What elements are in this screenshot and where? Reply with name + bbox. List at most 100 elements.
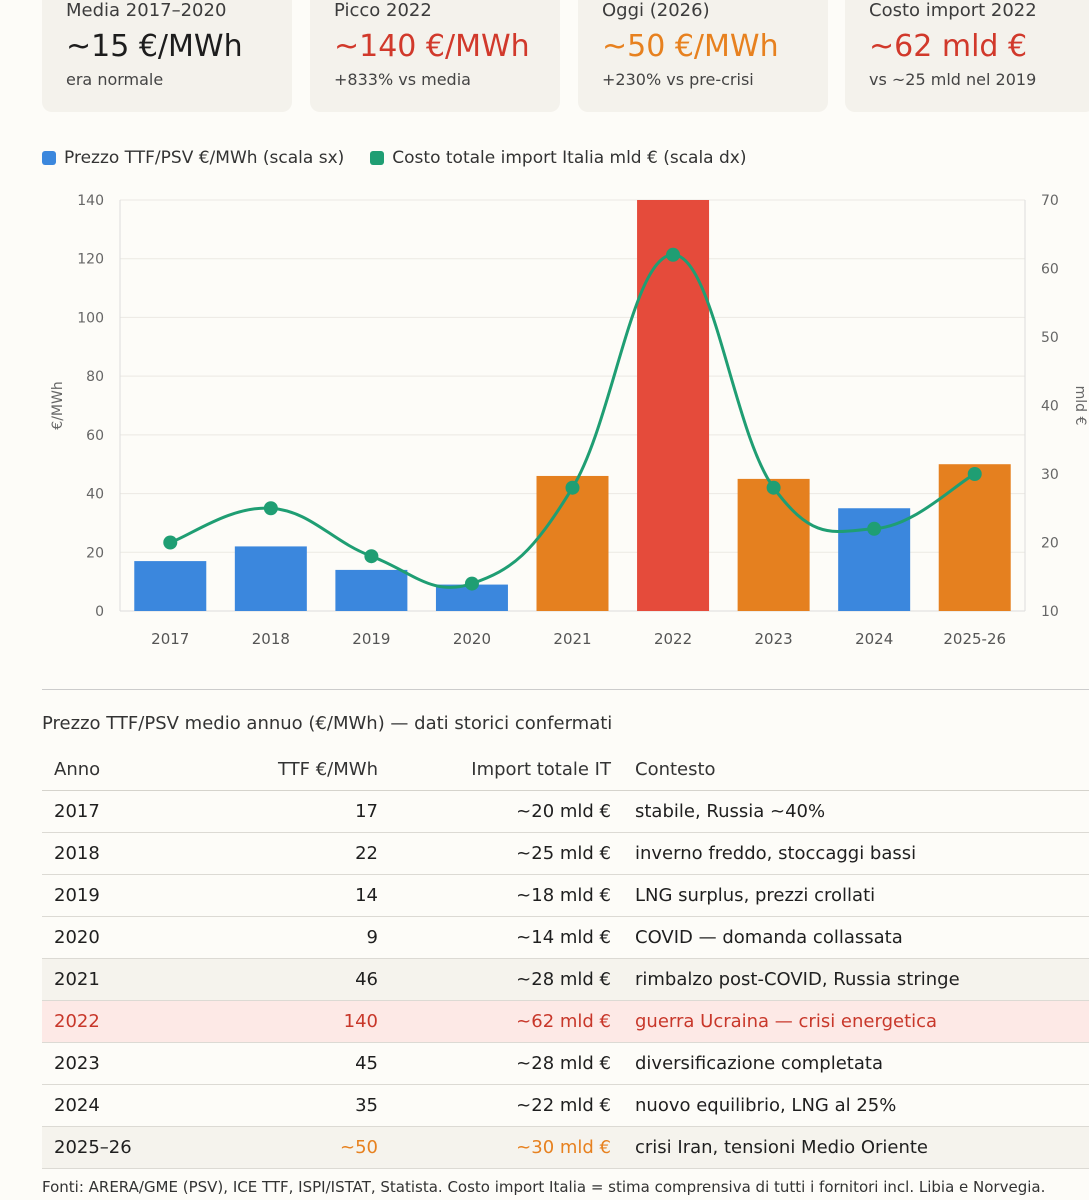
cell-import: ~14 mld € [390, 916, 623, 959]
cell-contesto: inverno freddo, stoccaggi bassi [623, 832, 1089, 875]
section-divider [42, 689, 1089, 690]
legend-item-ttf[interactable]: Prezzo TTF/PSV €/MWh (scala sx) [42, 148, 344, 168]
y-tick-label: 60 [86, 428, 104, 444]
combo-chart: 0 20 40 60 80 100 120 140 10 20 30 40 50 60 70 €/MWh mld… [50, 193, 1088, 648]
kpi-label: Media 2017–2020 [66, 0, 227, 21]
import-point-2025-26 [967, 467, 982, 481]
cell-ttf: 140 [216, 1000, 390, 1043]
table-row: 2018 22 ~25 mld € inverno freddo, stoccaggi… [42, 832, 1089, 875]
bar-2023 [737, 478, 810, 611]
y2-tick-label: 50 [1041, 330, 1059, 346]
cell-contesto: COVID — domanda collassata [623, 916, 1089, 959]
cell-contesto: crisi Iran, tensioni Medio Oriente [623, 1126, 1089, 1169]
y2-tick-label: 20 [1041, 536, 1059, 552]
table-row: 2023 45 ~28 mld € diversificazione completa… [42, 1042, 1089, 1085]
legend-swatch-ttf [42, 151, 56, 165]
y-tick-label: 120 [77, 252, 104, 268]
cell-import: ~20 mld € [390, 790, 623, 833]
y2-tick-label: 30 [1041, 467, 1059, 483]
kpi-sub: vs ~25 mld nel 2019 [869, 70, 1037, 89]
cell-anno: 2018 [42, 832, 216, 875]
x-tick-label: 2023 [755, 630, 793, 648]
cell-anno: 2019 [42, 874, 216, 917]
table-title: Prezzo TTF/PSV medio annuo (€/MWh) — dat… [42, 713, 613, 734]
y-tick-label: 20 [86, 545, 104, 561]
bar-2018 [234, 546, 307, 611]
y2-axis-title: mld € [1072, 386, 1088, 426]
x-tick-label: 2020 [453, 630, 491, 648]
col-header-ttf: TTF €/MWh [216, 748, 390, 791]
import-point-2017 [163, 535, 178, 550]
kpi-card-costo-import: Costo import 2022 ~62 mld € vs ~25 mld n… [845, 0, 1089, 112]
cell-contesto: LNG surplus, prezzi crollati [623, 874, 1089, 917]
kpi-label: Oggi (2026) [602, 0, 710, 21]
cell-ttf: 9 [216, 916, 390, 959]
cell-ttf: ~50 [216, 1126, 390, 1169]
import-point-2023 [766, 480, 781, 495]
price-table: Anno TTF €/MWh Import totale IT Contesto… [42, 748, 1089, 1169]
cell-ttf: 35 [216, 1084, 390, 1127]
cell-anno: 2020 [42, 916, 216, 959]
legend-label-import: Costo totale import Italia mld € (scala … [392, 148, 747, 168]
kpi-label: Costo import 2022 [869, 0, 1037, 21]
import-point-2022 [666, 247, 681, 262]
y2-tick-label: 60 [1041, 262, 1059, 278]
x-tick-label: 2024 [855, 630, 893, 648]
kpi-value: ~140 €/MWh [334, 29, 530, 64]
x-tick-label: 2025-26 [943, 630, 1006, 648]
legend-label-ttf: Prezzo TTF/PSV €/MWh (scala sx) [64, 148, 345, 168]
y-tick-label: 80 [86, 369, 104, 385]
cell-import: ~25 mld € [390, 832, 623, 875]
import-point-2018 [263, 501, 278, 516]
x-tick-label: 2017 [151, 630, 189, 648]
cell-import: ~22 mld € [390, 1084, 623, 1127]
bar-2021 [536, 475, 609, 611]
col-header-anno: Anno [42, 748, 216, 791]
cell-ttf: 45 [216, 1042, 390, 1085]
cell-anno: 2021 [42, 958, 216, 1001]
table-row: 2020 9 ~14 mld € COVID — domanda collassata [42, 916, 1089, 959]
bar-2017 [134, 561, 207, 611]
import-point-2019 [364, 549, 379, 564]
col-header-import: Import totale IT [390, 748, 623, 791]
sources-footer: Fonti: ARERA/GME (PSV), ICE TTF, ISPI/IS… [42, 1178, 1046, 1196]
table-row: 2022 140 ~62 mld € guerra Ucraina — crisi e… [42, 1000, 1089, 1043]
cell-ttf: 46 [216, 958, 390, 1001]
cell-contesto: diversificazione completata [623, 1042, 1089, 1085]
table-row: 2024 35 ~22 mld € nuovo equilibrio, LNG al … [42, 1084, 1089, 1127]
y-tick-label: 100 [77, 310, 104, 326]
import-point-2021 [565, 480, 580, 495]
y2-tick-label: 70 [1041, 193, 1059, 209]
kpi-card-picco: Picco 2022 ~140 €/MWh +833% vs media [310, 0, 560, 112]
table-body: 2017 17 ~20 mld € stabile, Russia ~40% 2018 2… [42, 790, 1089, 1169]
kpi-sub: era normale [66, 70, 164, 89]
cell-contesto: guerra Ucraina — crisi energetica [623, 1000, 1089, 1043]
col-header-contesto: Contesto [623, 748, 1089, 791]
cell-contesto: rimbalzo post-COVID, Russia stringe [623, 958, 1089, 1001]
cell-contesto: nuovo equilibrio, LNG al 25% [623, 1084, 1089, 1127]
y-axis-title: €/MWh [50, 381, 66, 429]
kpi-sub: +230% vs pre-crisi [602, 70, 754, 89]
y2-tick-label: 10 [1041, 604, 1059, 620]
import-point-2024 [867, 521, 882, 536]
legend-swatch-import [370, 151, 385, 165]
y-tick-label: 140 [77, 193, 104, 209]
x-tick-label: 2019 [352, 630, 390, 648]
kpi-value: ~15 €/MWh [66, 29, 243, 64]
kpi-label: Picco 2022 [334, 0, 432, 21]
bar-2022 [637, 200, 710, 611]
cell-ttf: 22 [216, 832, 390, 875]
cell-anno: 2023 [42, 1042, 216, 1085]
kpi-card-oggi: Oggi (2026) ~50 €/MWh +230% vs pre-crisi [578, 0, 828, 112]
kpi-sub: +833% vs media [334, 70, 471, 89]
x-tick-label: 2021 [553, 630, 591, 648]
x-tick-label: 2018 [252, 630, 290, 648]
cell-import: ~28 mld € [390, 1042, 623, 1085]
cell-ttf: 17 [216, 790, 390, 833]
y-tick-label: 0 [95, 604, 104, 620]
bar-2025-26 [938, 464, 1011, 611]
cell-import: ~30 mld € [390, 1126, 623, 1169]
legend-item-import[interactable]: Costo totale import Italia mld € (scala … [370, 148, 747, 168]
cell-anno: 2024 [42, 1084, 216, 1127]
table-row: 2025–26 ~50 ~30 mld € crisi Iran, tensioni … [42, 1126, 1089, 1169]
